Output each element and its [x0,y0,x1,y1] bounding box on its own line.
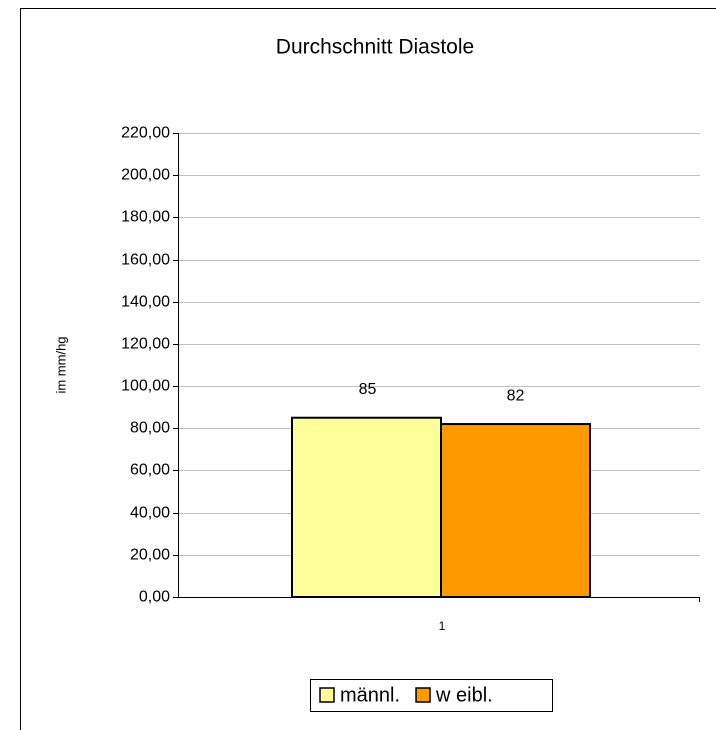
y-tick-label: 40,00 [130,505,170,522]
y-tick-label: 80,00 [130,420,170,437]
data-label: 85 [359,381,377,398]
y-tick-label: 0,00 [139,589,170,606]
y-axis-label: im mm/hg [53,336,68,393]
legend-swatch [319,687,335,703]
bar [440,423,591,598]
legend: männl. w eibl. [310,679,553,712]
bar [291,416,442,598]
y-tick-label: 20,00 [130,547,170,564]
y-tick-label: 100,00 [121,378,170,395]
y-tick-label: 120,00 [121,336,170,353]
legend-label: w eibl. [435,684,493,706]
legend-box [310,679,553,712]
y-tick-label: 140,00 [121,294,170,311]
y-tick-label: 180,00 [121,209,170,226]
y-tick-label: 220,00 [121,125,170,142]
y-tick-label: 160,00 [121,252,170,269]
legend-label: männl. [340,684,400,706]
chart-border [20,8,716,730]
chart-title: Durchschnitt Diastole [276,36,474,59]
data-label: 82 [507,387,525,404]
y-tick-label: 200,00 [121,167,170,184]
legend-swatch [415,687,431,703]
y-tick-label: 60,00 [130,462,170,479]
x-tick-label: 1 [439,619,446,633]
